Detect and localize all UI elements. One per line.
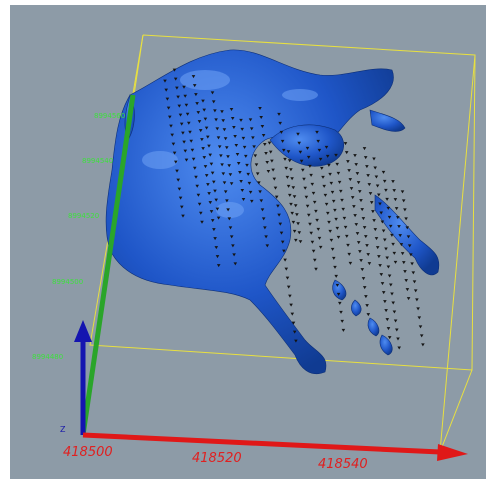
y-axis-label: 8994480 bbox=[32, 353, 63, 361]
viewer: 418500 418520 418540 8994560 8994540 899… bbox=[0, 0, 493, 483]
x-axis-label: 418520 bbox=[192, 451, 242, 466]
y-axis-label: 8994520 bbox=[68, 212, 99, 220]
z-axis-label: Z bbox=[60, 425, 66, 434]
x-axis-label: 418500 bbox=[63, 445, 113, 460]
y-axis-label: 8994560 bbox=[94, 112, 125, 120]
y-axis-label: 8994540 bbox=[82, 157, 113, 165]
y-axis-label: 8994500 bbox=[52, 278, 83, 286]
page: {"axes": {"x_labels": ["418500", "418520… bbox=[0, 0, 493, 483]
x-axis-label: 418540 bbox=[318, 457, 368, 472]
